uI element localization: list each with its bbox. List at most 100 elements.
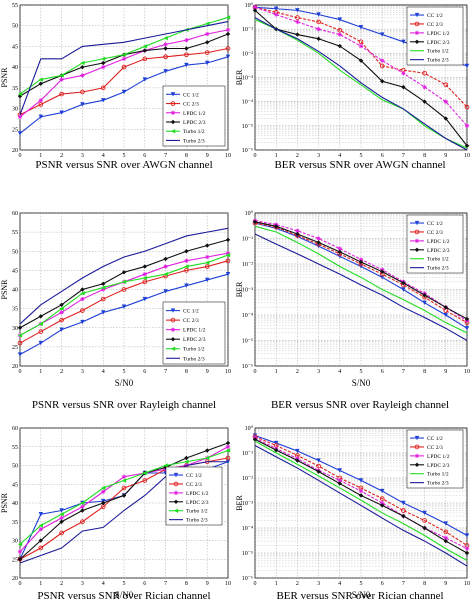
x-tick-label: 8 (185, 369, 188, 375)
legend-marker (414, 220, 420, 226)
legend: CC 1/2 CC 2/3 LPDC 1/2 LPDC 2/3 Turbo 1/2 Tur… (406, 429, 464, 489)
legend-marker (414, 444, 420, 450)
y-tick-label: 10⁻⁶ (242, 364, 253, 370)
data-point (358, 39, 364, 45)
legend-label: LPDC 2/3 (183, 120, 206, 126)
legend-label: LPDC 1/2 (427, 454, 450, 460)
legend-label: CC 2/3 (183, 318, 199, 324)
x-tick-label: 0 (254, 369, 257, 375)
x-tick-label: 10 (225, 369, 231, 375)
data-point (205, 277, 210, 283)
data-point (59, 515, 64, 521)
data-point (184, 455, 189, 461)
series-line (254, 233, 468, 341)
data-point (422, 518, 427, 523)
data-point (17, 542, 23, 547)
x-tick-label: 8 (423, 369, 426, 375)
legend-label: CC 1/2 (183, 309, 199, 315)
legend-label: Turbo 1/2 (427, 257, 449, 263)
legend-marker (170, 92, 176, 97)
legend-marker (414, 238, 420, 244)
y-tick-label: 10⁻³ (242, 501, 253, 507)
data-point (274, 224, 279, 229)
data-point (101, 98, 106, 103)
data-point (17, 340, 23, 346)
data-point (101, 56, 106, 62)
legend-label: CC 1/2 (427, 13, 443, 19)
legend-marker (414, 453, 420, 459)
data-point (295, 231, 300, 237)
data-point (316, 26, 321, 32)
x-tick-label: 1 (39, 153, 42, 159)
y-tick-label: 10⁻⁵ (242, 551, 253, 557)
legend: CC 1/2 CC 2/3 LPDC 1/2 LPDC 2/3 Turbo 1/2 Tur… (406, 214, 464, 274)
data-point (380, 503, 385, 508)
data-point (163, 46, 168, 51)
legend-marker (173, 499, 179, 504)
data-point (38, 81, 43, 86)
data-point (358, 58, 364, 63)
data-point (121, 493, 127, 498)
data-point (295, 448, 300, 454)
data-point (121, 485, 127, 491)
legend-label: Turbo 2/3 (183, 138, 205, 144)
data-point (142, 279, 148, 285)
data-point (101, 310, 106, 315)
data-point (38, 340, 43, 346)
data-point (38, 314, 43, 319)
data-point (121, 478, 127, 483)
data-point (295, 458, 300, 463)
legend-label: Turbo 2/3 (427, 481, 449, 487)
data-point (205, 40, 210, 45)
chart-caption: PSNR versus SNR over Rician channel (37, 590, 210, 602)
legend-marker (170, 129, 176, 134)
chart-caption: PSNR versus SNR over AWGN channel (35, 159, 212, 171)
x-tick-label: 9 (444, 369, 447, 375)
chart-caption: BER versus SNR over Rician channel (276, 590, 443, 602)
data-point (443, 538, 448, 544)
data-point (17, 557, 23, 562)
data-point (205, 60, 210, 66)
data-point (358, 259, 364, 265)
data-point (80, 291, 85, 296)
data-point (17, 131, 23, 136)
legend-label: CC 2/3 (427, 445, 443, 451)
data-point (121, 56, 127, 62)
y-tick-label: 20 (12, 148, 18, 154)
series-lpdc-2-3 (252, 437, 470, 556)
legend-marker (170, 308, 176, 313)
x-tick-label: 0 (19, 581, 22, 587)
data-point (163, 54, 168, 60)
data-point (295, 8, 300, 13)
data-point (337, 27, 343, 33)
series-line (254, 436, 468, 546)
legend: CC 1/2 CC 2/3 LPDC 1/2 LPDC 2/3 Turbo 1/2 Tur… (162, 85, 226, 147)
data-point (401, 71, 406, 76)
legend-marker (170, 317, 176, 323)
y-axis-label: PSNR (0, 279, 9, 300)
series-turbo-2-3 (254, 233, 468, 341)
data-point (358, 257, 364, 262)
x-tick-label: 4 (338, 153, 341, 159)
x-tick-label: 8 (423, 581, 426, 587)
legend-label: LPDC 1/2 (186, 491, 209, 497)
y-tick-label: 10⁻⁴ (242, 100, 253, 106)
y-tick-label: 40 (12, 501, 18, 507)
x-tick-label: 4 (338, 369, 341, 375)
x-tick-label: 5 (360, 581, 363, 587)
data-point (337, 468, 342, 473)
data-point (142, 56, 148, 62)
data-point (142, 77, 147, 82)
y-tick-label: 55 (12, 3, 18, 9)
data-point (225, 27, 231, 33)
data-point (225, 31, 231, 37)
series-cc-2-3 (17, 46, 231, 118)
legend-label: LPDC 1/2 (427, 239, 450, 245)
data-point (337, 249, 342, 255)
data-point (184, 62, 189, 68)
x-tick-label: 2 (60, 581, 63, 587)
y-tick-label: 20 (12, 576, 18, 582)
legend-label: CC 2/3 (427, 230, 443, 236)
data-point (401, 84, 406, 90)
data-point (225, 250, 231, 256)
